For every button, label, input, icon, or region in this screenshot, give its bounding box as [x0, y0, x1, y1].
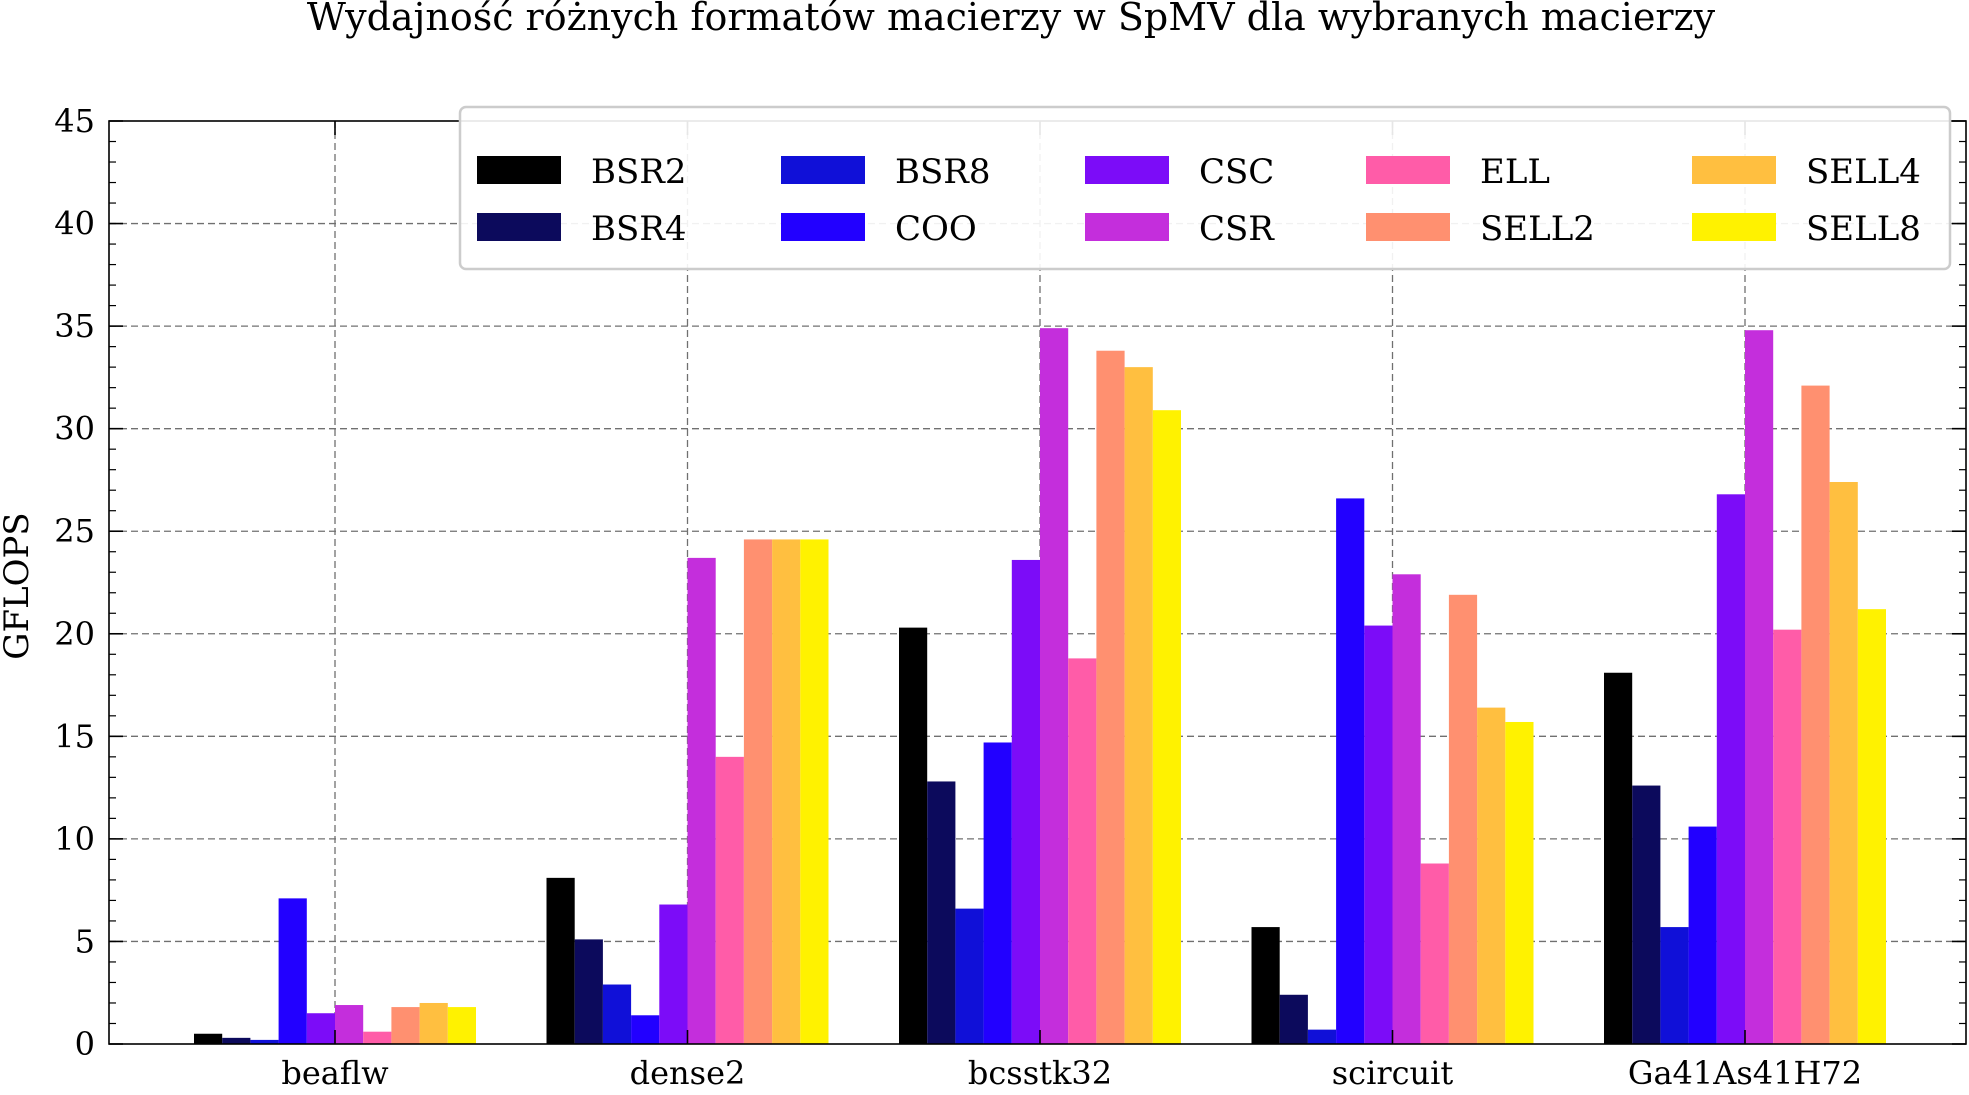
- legend-label-csr: CSR: [1199, 209, 1275, 249]
- legend-label-sell4: SELL4: [1806, 152, 1921, 192]
- bar-coo-beaflw: [278, 898, 307, 1044]
- bar-ell-bcsstk32: [1068, 658, 1097, 1044]
- bar-bsr8-dense2: [602, 984, 632, 1044]
- bar-bsr2-beaflw: [194, 1033, 223, 1044]
- legend-swatch-ell: [1366, 156, 1450, 184]
- bar-sell4-scircuit: [1477, 707, 1506, 1044]
- chart-title: Wydajność różnych formatów macierzy w Sp…: [307, 0, 1716, 39]
- legend-swatch-sell8: [1692, 213, 1776, 241]
- y-axis-label: GFLOPS: [0, 512, 37, 659]
- bar-csr-dense2: [687, 557, 716, 1044]
- bar-csr-bcsstk32: [1040, 328, 1069, 1044]
- bar-csr-scircuit: [1392, 574, 1421, 1044]
- x-tick-label: Ga41As41H72: [1628, 1054, 1862, 1092]
- legend: BSR2 BSR4 BSR8 COO CSC CSR ELL SELL2 SELL4 SELL8: [458, 105, 1952, 271]
- legend-label-csc: CSC: [1199, 152, 1274, 192]
- bar-ell-ga41as41h72: [1773, 629, 1802, 1044]
- bar-coo-scircuit: [1336, 498, 1365, 1045]
- bar-sell8-ga41as41h72: [1857, 609, 1886, 1044]
- bar-bsr4-bcsstk32: [927, 781, 956, 1044]
- bar-bsr8-ga41as41h72: [1660, 927, 1689, 1044]
- bar-bsr2-ga41as41h72: [1604, 672, 1633, 1044]
- x-tick-label: bcsstk32: [968, 1054, 1112, 1092]
- legend-swatch-csr: [1085, 213, 1169, 241]
- bar-bsr4-ga41as41h72: [1632, 785, 1661, 1044]
- bar-ell-beaflw: [363, 1031, 392, 1044]
- bar-coo-ga41as41h72: [1688, 826, 1717, 1044]
- legend-label-bsr4: BSR4: [591, 209, 687, 249]
- legend-label-bsr2: BSR2: [591, 152, 687, 192]
- legend-label-ell: ELL: [1480, 152, 1550, 192]
- legend-label-sell2: SELL2: [1480, 209, 1595, 249]
- y-tick-label: 15: [54, 717, 95, 755]
- bar-sell8-dense2: [800, 539, 829, 1044]
- bar-csr-ga41as41h72: [1745, 330, 1774, 1044]
- legend-label-bsr8: BSR8: [895, 152, 991, 192]
- bar-sell2-scircuit: [1448, 594, 1478, 1044]
- legend-swatch-sell4: [1692, 156, 1776, 184]
- legend-label-coo: COO: [895, 209, 977, 249]
- bar-bsr2-dense2: [546, 877, 575, 1044]
- y-tick-label: 25: [54, 512, 95, 550]
- bar-bsr2-bcsstk32: [899, 627, 928, 1044]
- bar-sell2-dense2: [743, 539, 773, 1044]
- x-tick-label: scircuit: [1332, 1054, 1454, 1092]
- bar-bsr8-scircuit: [1307, 1029, 1337, 1044]
- bar-csc-ga41as41h72: [1716, 494, 1745, 1044]
- bar-sell4-beaflw: [419, 1002, 448, 1044]
- bar-coo-bcsstk32: [983, 742, 1012, 1044]
- bar-csc-beaflw: [306, 1013, 335, 1044]
- bar-bsr8-bcsstk32: [955, 908, 984, 1044]
- y-tick-label: 0: [75, 1025, 95, 1063]
- x-tick-label: dense2: [630, 1054, 746, 1092]
- bar-sell2-ga41as41h72: [1801, 385, 1830, 1044]
- bar-coo-dense2: [631, 1015, 660, 1044]
- y-tick-label: 30: [54, 410, 95, 448]
- legend-swatch-bsr4: [477, 213, 561, 241]
- bar-sell8-beaflw: [447, 1007, 476, 1044]
- bar-sell2-beaflw: [391, 1007, 420, 1044]
- bar-csr-beaflw: [335, 1005, 364, 1044]
- y-tick-label: 40: [54, 205, 95, 243]
- bar-bsr8-beaflw: [250, 1039, 279, 1044]
- bar-ell-dense2: [715, 756, 744, 1044]
- bar-sell4-dense2: [772, 539, 801, 1044]
- y-tick-label: 20: [54, 615, 95, 653]
- y-tick-label: 5: [75, 922, 95, 960]
- x-tick-label: beaflw: [281, 1054, 388, 1092]
- bar-sell4-ga41as41h72: [1829, 481, 1858, 1044]
- bar-bsr4-beaflw: [222, 1037, 251, 1044]
- bar-bsr2-scircuit: [1251, 927, 1280, 1044]
- legend-swatch-csc: [1085, 156, 1169, 184]
- bar-csc-scircuit: [1364, 625, 1393, 1044]
- bars: [194, 328, 1886, 1045]
- legend-label-sell8: SELL8: [1806, 209, 1921, 249]
- legend-swatch-sell2: [1366, 213, 1450, 241]
- legend-swatch-bsr8: [781, 156, 865, 184]
- legend-swatch-coo: [781, 213, 865, 241]
- bar-sell4-bcsstk32: [1124, 367, 1153, 1045]
- y-tick-label: 35: [54, 307, 95, 345]
- y-tick-label: 45: [54, 102, 95, 140]
- bar-bsr4-dense2: [574, 939, 603, 1044]
- bar-sell8-bcsstk32: [1152, 410, 1181, 1044]
- bar-sell2-bcsstk32: [1096, 350, 1125, 1044]
- bar-csc-dense2: [659, 904, 688, 1044]
- bar-bsr4-scircuit: [1279, 994, 1308, 1044]
- y-tick-label: 10: [54, 820, 95, 858]
- bar-ell-scircuit: [1420, 863, 1449, 1044]
- bar-csc-bcsstk32: [1011, 559, 1040, 1044]
- bar-sell8-scircuit: [1505, 721, 1534, 1044]
- legend-swatch-bsr2: [477, 156, 561, 184]
